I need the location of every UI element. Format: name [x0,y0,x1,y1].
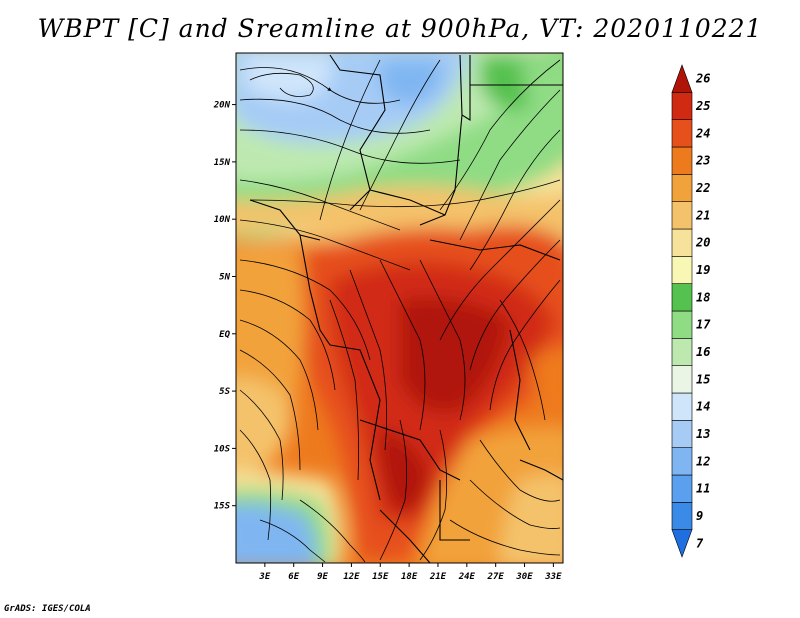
colorbar-swatch [672,530,692,557]
lon-tick-label: 6E [288,572,299,582]
colorbar-swatch [672,256,692,283]
colorbar-swatch [672,311,692,338]
colorbar-swatch [672,174,692,201]
colorbar-label: 12 [696,454,710,468]
colorbar-swatch [672,65,692,92]
colorbar: 7 9 11 12 13 14 15 16 17 18 19 20 21 22 23 24 25 26 [672,65,711,557]
colorbar-swatch [672,420,692,447]
colorbar-label: 26 [695,72,710,86]
footer-credit: GrADS: IGES/COLA [4,604,91,614]
colorbar-label: 19 [696,263,710,277]
lat-tick-label: 20N [213,101,231,111]
colorbar-label: 15 [696,372,710,386]
wbpt-shading [220,40,580,570]
colorbar-label: 21 [695,208,710,222]
colorbar-label: 24 [695,126,710,140]
colorbar-label: 20 [695,236,710,250]
colorbar-swatch [672,393,692,420]
colorbar-label: 18 [696,290,710,304]
longitude-axis: 3E 6E 9E 12E 15E 18E 21E 24E 27E 30E 33E [258,563,562,582]
colorbar-label: 14 [696,400,710,414]
lon-tick-label: 33E [544,572,562,582]
lon-tick-label: 21E [429,572,447,582]
colorbar-swatch [672,338,692,365]
colorbar-label: 16 [696,345,710,359]
colorbar-label: 13 [696,427,710,441]
lon-tick-label: 18E [401,572,418,582]
colorbar-label: 25 [695,99,710,113]
lon-tick-label: 12E [343,572,360,582]
colorbar-label: 22 [695,181,710,195]
colorbar-swatch [672,502,692,529]
colorbar-swatch [672,147,692,174]
colorbar-label: 11 [696,482,710,496]
lon-tick-label: 9E [317,572,328,582]
lat-tick-label: EQ [219,330,230,340]
colorbar-label: 7 [696,536,704,550]
colorbar-swatch [672,92,692,119]
colorbar-swatch [672,366,692,393]
lon-tick-label: 24E [458,572,476,582]
colorbar-swatch [672,448,692,475]
colorbar-label: 23 [695,154,710,168]
colorbar-swatch [672,202,692,229]
colorbar-swatch [672,229,692,256]
colorbar-swatch [672,120,692,147]
colorbar-label: 9 [696,509,703,523]
colorbar-swatch [672,475,692,502]
lon-tick-label: 27E [487,572,505,582]
lat-tick-label: 10S [214,444,231,454]
colorbar-swatch [672,284,692,311]
latitude-axis: 20N 15N 10N 5N EQ 5S 10S 15S [213,101,236,512]
map-figure: 3E 6E 9E 12E 15E 18E 21E 24E 27E 30E 33E 20N 15N 10N… [0,0,800,618]
lon-tick-label: 30E [515,572,533,582]
lat-tick-label: 10N [214,215,231,225]
lat-tick-label: 5S [219,387,230,397]
lat-tick-label: 5N [219,272,230,282]
lon-tick-label: 15E [372,572,389,582]
lon-tick-label: 3E [258,572,270,582]
lat-tick-label: 15N [214,158,231,168]
lat-tick-label: 15S [214,502,231,512]
colorbar-label: 17 [696,318,711,332]
